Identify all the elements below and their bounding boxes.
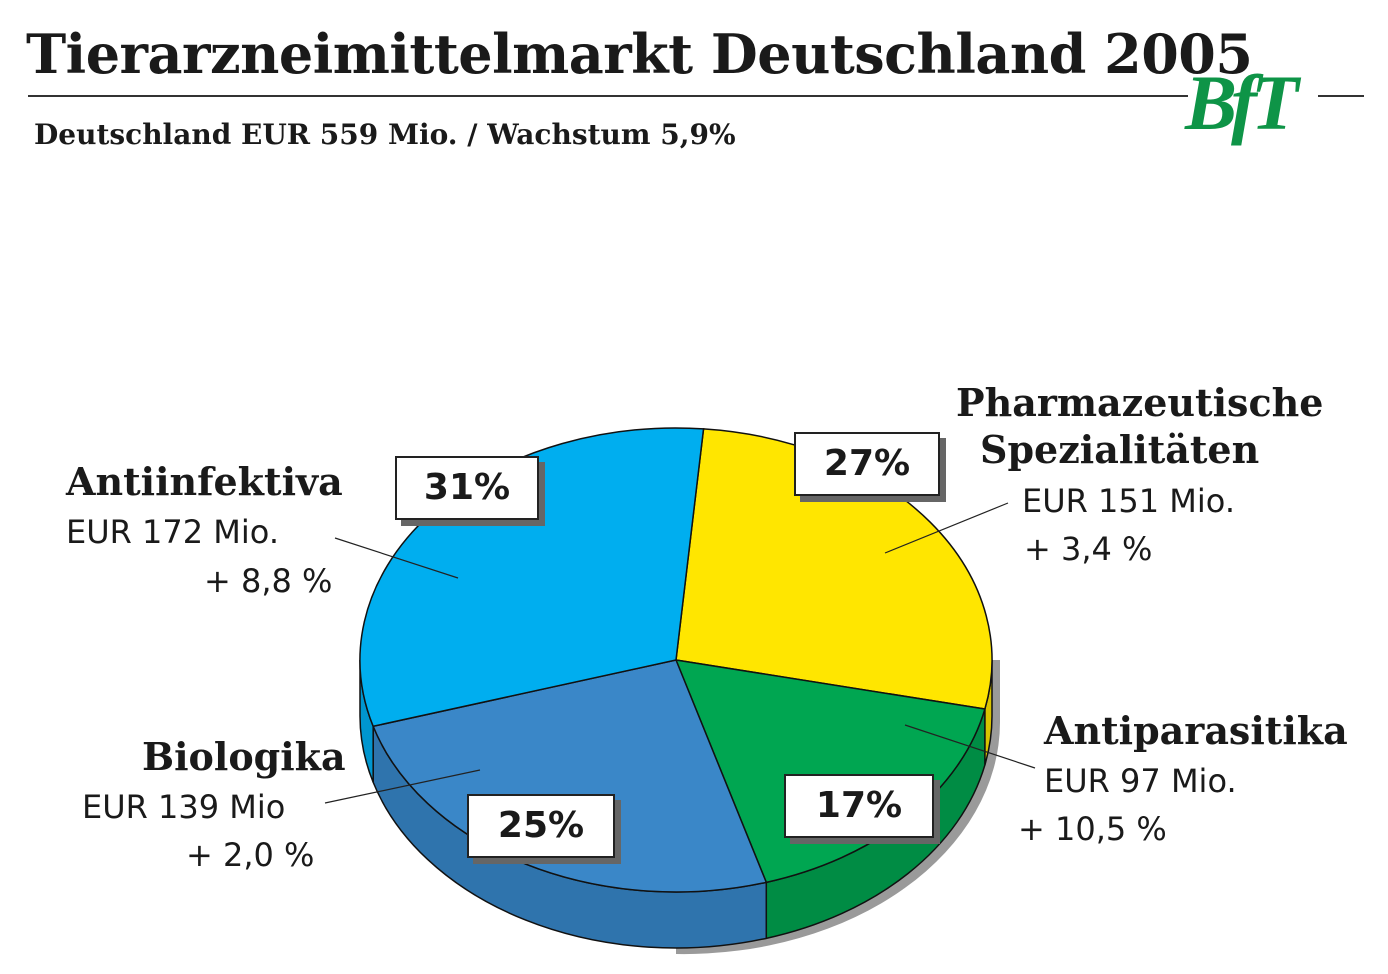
chart-title: Tierarzneimittelmarkt Deutschland 2005 [26, 22, 1253, 86]
legend-pharma-line1: Pharmazeutische [956, 380, 1324, 425]
legend-biologika-name: Biologika [142, 734, 346, 779]
legend-biologika-growth: + 2,0 % [186, 836, 315, 874]
legend-antiinfektiva-name: Antiinfektiva [66, 459, 343, 504]
title-rule-right [1318, 95, 1364, 97]
title-rule [28, 95, 1188, 97]
percent-label-antiinfektiva: 31% [395, 456, 539, 520]
legend-biologika-value: EUR 139 Mio [82, 788, 286, 826]
legend-pharma-line2: Spezialitäten [980, 427, 1260, 472]
pie-slice-pharmazeutische-spezialit-ten [675, 428, 993, 710]
leader-line-1 [904, 724, 1036, 769]
percent-label-antiparasitika: 17% [784, 774, 934, 838]
percent-label-pharma: 27% [794, 432, 940, 496]
legend-pharma-growth: + 3,4 % [1024, 530, 1153, 568]
legend-antiparasitika-growth: + 10,5 % [1018, 810, 1167, 848]
legend-pharma-value: EUR 151 Mio. [1022, 482, 1235, 520]
legend-antiinfektiva-value: EUR 172 Mio. [66, 513, 279, 551]
leader-line-0 [884, 502, 1009, 554]
chart-subtitle: Deutschland EUR 559 Mio. / Wachstum 5,9% [34, 118, 736, 151]
leader-line-3 [334, 537, 459, 579]
legend-antiparasitika-value: EUR 97 Mio. [1044, 762, 1237, 800]
leader-line-2 [324, 769, 481, 804]
legend-antiparasitika-name: Antiparasitika [1044, 708, 1348, 753]
percent-label-biologika: 25% [467, 794, 615, 858]
bft-logo: BfT [1185, 59, 1299, 146]
legend-antiinfektiva-growth: + 8,8 % [204, 562, 333, 600]
